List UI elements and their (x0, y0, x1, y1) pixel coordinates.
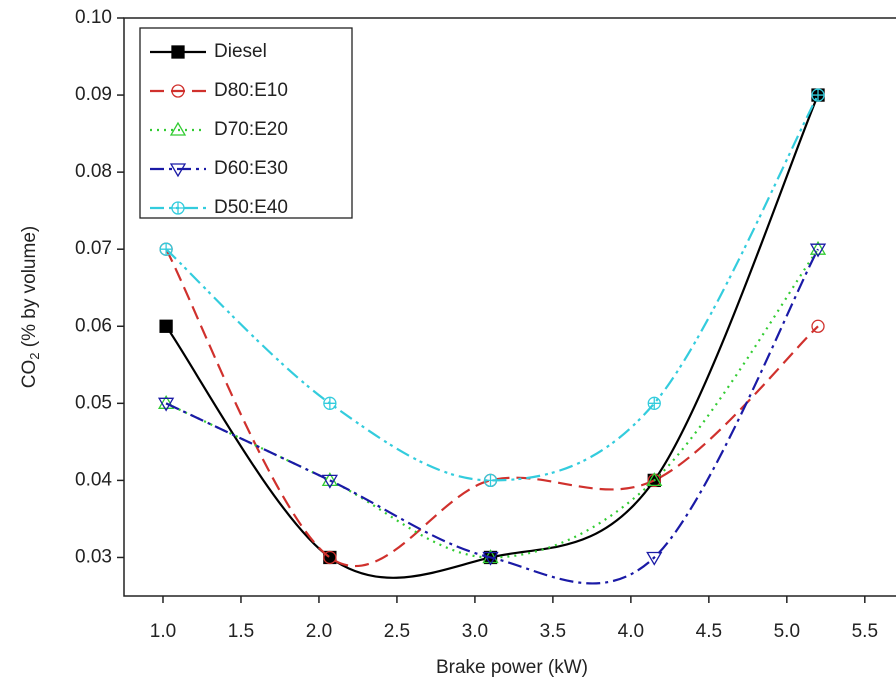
marker (157, 397, 175, 412)
marker (482, 551, 499, 566)
x-tick-label: 2.0 (306, 621, 332, 642)
x-tick-label: 3.0 (462, 621, 488, 642)
x-tick-label: 3.5 (540, 621, 566, 642)
marker (159, 242, 173, 256)
y-tick-label: 0.03 (75, 546, 112, 567)
marker (171, 201, 185, 215)
series-line (165, 248, 819, 567)
marker (483, 473, 498, 488)
legend: Diesel D80:E10 D70:E20 D60:E30 D50:E40 (139, 27, 353, 219)
y-tick-label: 0.07 (75, 238, 112, 259)
marker (169, 121, 187, 136)
x-axis-label: Brake power (kW) (436, 657, 588, 678)
marker (646, 551, 663, 566)
series-line (165, 248, 819, 559)
legend-box (139, 27, 353, 219)
x-tick-label: 1.5 (228, 621, 254, 642)
marker (171, 84, 185, 98)
marker (811, 319, 825, 333)
x-tick-label: 1.0 (150, 621, 176, 642)
marker (321, 472, 338, 487)
legend-label: D80:E10 (214, 80, 288, 101)
series-line (165, 94, 820, 579)
series-line (165, 248, 819, 585)
x-tick-label: 4.5 (696, 621, 722, 642)
marker (321, 474, 338, 489)
legend-label: D50:E40 (214, 197, 288, 218)
legend-label: D60:E30 (214, 158, 288, 179)
marker (169, 163, 187, 178)
x-tick-label: 5.5 (852, 621, 878, 642)
y-tick-label: 0.05 (75, 392, 112, 413)
plot-frame (123, 17, 896, 597)
y-tick-label: 0.08 (75, 161, 112, 182)
y-tick-label: 0.06 (75, 315, 112, 336)
marker (809, 240, 827, 255)
y-axis-label: CO2 (% by volume) (19, 226, 42, 388)
marker (323, 396, 337, 410)
x-tick-label: 2.5 (384, 621, 410, 642)
marker (646, 472, 663, 487)
y-label-rest: (% by volume) (19, 226, 40, 353)
y-label-main: CO (19, 360, 40, 389)
marker (811, 88, 825, 102)
x-tick-label: 4.0 (618, 621, 644, 642)
marker (159, 319, 173, 333)
legend-label: D70:E20 (214, 119, 288, 140)
y-tick-label: 0.09 (75, 84, 112, 105)
x-tick-label: 5.0 (774, 621, 800, 642)
y-tick-label: 0.10 (75, 7, 112, 28)
marker (647, 396, 661, 410)
y-tick-label: 0.04 (75, 469, 112, 490)
marker (157, 395, 175, 409)
marker (171, 45, 185, 59)
marker (809, 243, 827, 258)
y-label-sub: 2 (27, 352, 42, 359)
marker (323, 550, 337, 565)
legend-label: Diesel (214, 41, 267, 62)
